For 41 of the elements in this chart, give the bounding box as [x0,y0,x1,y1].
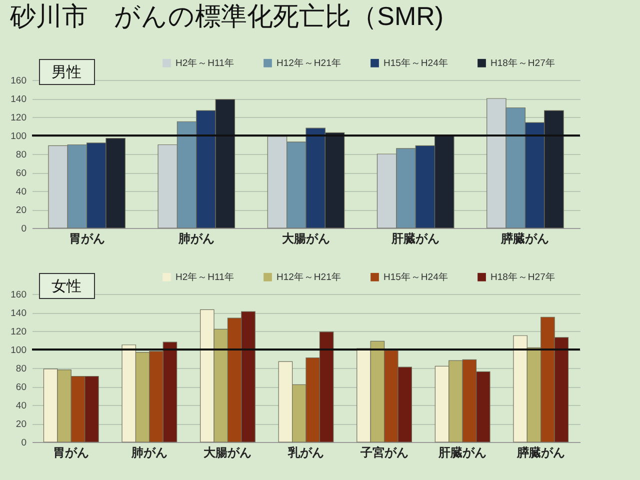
y-tick-label: 160 [10,290,26,300]
y-tick-label: 60 [16,168,26,179]
y-tick-label: 140 [10,308,26,319]
text: 女性 [38,272,94,298]
y-tick-label: 0 [21,438,26,448]
x-tick-label: 肺がん [177,232,214,246]
y-tick-label: 160 [10,76,26,86]
x-tick-label: 胃がん [68,232,105,246]
legend-label: H12年～H21年 [276,271,342,284]
text: 男性 [38,58,94,84]
legend-label: H15年～H24年 [384,57,448,70]
legend-label: H15年～H24年 [384,271,448,284]
y-tick-label: 60 [16,382,26,393]
legend-label: H18年～H27年 [490,57,556,70]
x-tick-label: 胃がん [53,446,90,460]
y-tick-label: 20 [16,205,26,216]
y-tick-label: 0 [21,224,26,234]
x-tick-label: 肝臓がん [390,232,440,246]
y-tick-label: 80 [16,150,26,160]
y-tick-label: 100 [10,345,26,356]
x-tick-label: 膵臓がん [500,232,550,246]
y-tick-label: 140 [10,94,26,105]
y-tick-label: 40 [16,186,26,198]
legend-label: H2年～H11年 [176,271,234,284]
x-tick-label: 膵臓がん [516,446,565,460]
x-tick-label: 肝臓がん [438,446,487,460]
x-tick-label: 子宮がん [359,446,408,460]
y-tick-label: 120 [10,112,26,124]
legend-label: H2年～H11年 [176,57,234,70]
y-tick-label: 40 [16,400,26,412]
y-tick-label: 80 [16,364,26,374]
legend-label: H18年～H27年 [490,271,556,284]
chart-title: 砂川市 がんの標準化死亡比（SMR) [9,1,444,31]
x-tick-label: 大腸がん [204,446,252,460]
y-tick-label: 120 [10,326,26,338]
x-tick-label: 乳がん [287,446,324,460]
legend-label: H12年～H21年 [276,57,342,70]
x-tick-label: 大腸がん [282,232,330,246]
y-tick-label: 20 [16,419,26,430]
y-tick-label: 100 [10,131,26,142]
x-tick-label: 肺がん [130,446,168,460]
